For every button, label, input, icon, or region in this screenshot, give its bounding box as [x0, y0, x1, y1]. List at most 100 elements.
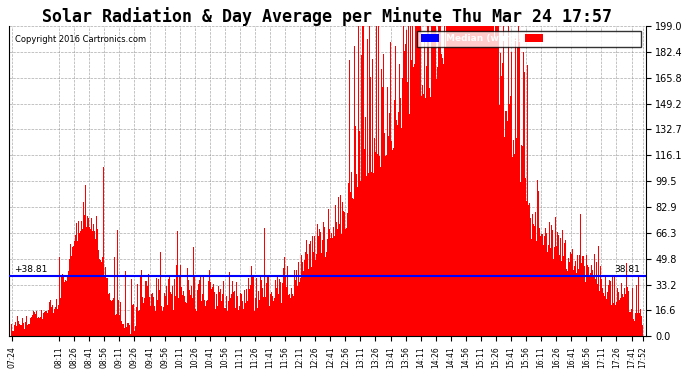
- Bar: [122, 324, 123, 336]
- Bar: [412, 0, 413, 336]
- Bar: [368, 173, 369, 336]
- Bar: [549, 222, 550, 336]
- Text: 38.81: 38.81: [615, 265, 640, 274]
- Bar: [32, 311, 34, 336]
- Bar: [594, 255, 595, 336]
- Bar: [376, 0, 377, 336]
- Bar: [131, 279, 132, 336]
- Bar: [146, 281, 147, 336]
- Bar: [550, 248, 551, 336]
- Bar: [205, 306, 206, 336]
- Bar: [430, 97, 431, 336]
- Bar: [92, 224, 94, 336]
- Bar: [153, 297, 154, 336]
- Bar: [288, 294, 290, 336]
- Bar: [224, 308, 226, 336]
- Bar: [373, 173, 374, 336]
- Bar: [387, 87, 388, 336]
- Bar: [638, 276, 639, 336]
- Bar: [126, 327, 127, 336]
- Bar: [246, 290, 248, 336]
- Bar: [586, 266, 588, 336]
- Bar: [477, 0, 478, 336]
- Bar: [13, 332, 14, 336]
- Bar: [103, 167, 104, 336]
- Bar: [436, 79, 437, 336]
- Bar: [606, 299, 607, 336]
- Bar: [315, 260, 316, 336]
- Bar: [128, 322, 129, 336]
- Bar: [552, 230, 553, 336]
- Bar: [597, 284, 598, 336]
- Bar: [491, 0, 493, 336]
- Bar: [382, 87, 383, 336]
- Bar: [183, 291, 184, 336]
- Bar: [432, 0, 433, 336]
- Bar: [559, 255, 560, 336]
- Bar: [601, 279, 602, 336]
- Bar: [541, 234, 542, 336]
- Bar: [70, 256, 72, 336]
- Bar: [639, 313, 640, 336]
- Bar: [195, 309, 196, 336]
- Bar: [238, 310, 239, 336]
- Bar: [509, 96, 511, 336]
- Bar: [48, 302, 50, 336]
- Bar: [353, 199, 354, 336]
- Bar: [266, 283, 268, 336]
- Bar: [216, 294, 217, 336]
- Bar: [423, 93, 424, 336]
- Bar: [308, 244, 310, 336]
- Bar: [138, 311, 139, 336]
- Bar: [421, 96, 422, 336]
- Bar: [518, 0, 519, 336]
- Bar: [469, 0, 471, 336]
- Bar: [429, 88, 430, 336]
- Bar: [520, 145, 522, 336]
- Bar: [294, 270, 295, 336]
- Bar: [130, 334, 131, 336]
- Bar: [626, 262, 627, 336]
- Bar: [76, 223, 77, 336]
- Bar: [448, 0, 449, 336]
- Bar: [337, 229, 338, 336]
- Bar: [72, 246, 74, 336]
- Bar: [352, 198, 353, 336]
- Bar: [176, 265, 177, 336]
- Bar: [151, 294, 152, 336]
- Bar: [355, 126, 356, 336]
- Bar: [226, 296, 227, 336]
- Bar: [561, 261, 562, 336]
- Bar: [327, 239, 328, 336]
- Bar: [162, 311, 163, 336]
- Bar: [59, 298, 61, 336]
- Bar: [558, 236, 559, 336]
- Bar: [445, 47, 446, 336]
- Bar: [580, 213, 581, 336]
- Bar: [118, 300, 119, 336]
- Bar: [335, 205, 336, 336]
- Bar: [612, 276, 613, 336]
- Bar: [466, 0, 467, 336]
- Bar: [83, 216, 85, 336]
- Bar: [184, 296, 185, 336]
- Bar: [351, 172, 352, 336]
- Bar: [286, 266, 288, 336]
- Bar: [95, 238, 96, 336]
- Bar: [388, 136, 389, 336]
- Bar: [34, 314, 35, 336]
- Bar: [615, 305, 616, 336]
- Text: Copyright 2016 Cartronics.com: Copyright 2016 Cartronics.com: [15, 35, 146, 44]
- Bar: [442, 58, 443, 336]
- Bar: [50, 308, 52, 336]
- Bar: [241, 294, 242, 336]
- Bar: [480, 0, 482, 336]
- Bar: [228, 301, 229, 336]
- Bar: [608, 285, 609, 336]
- Bar: [640, 309, 641, 336]
- Bar: [578, 268, 579, 336]
- Bar: [533, 226, 535, 336]
- Bar: [437, 68, 438, 336]
- Bar: [493, 0, 495, 336]
- Bar: [588, 267, 589, 336]
